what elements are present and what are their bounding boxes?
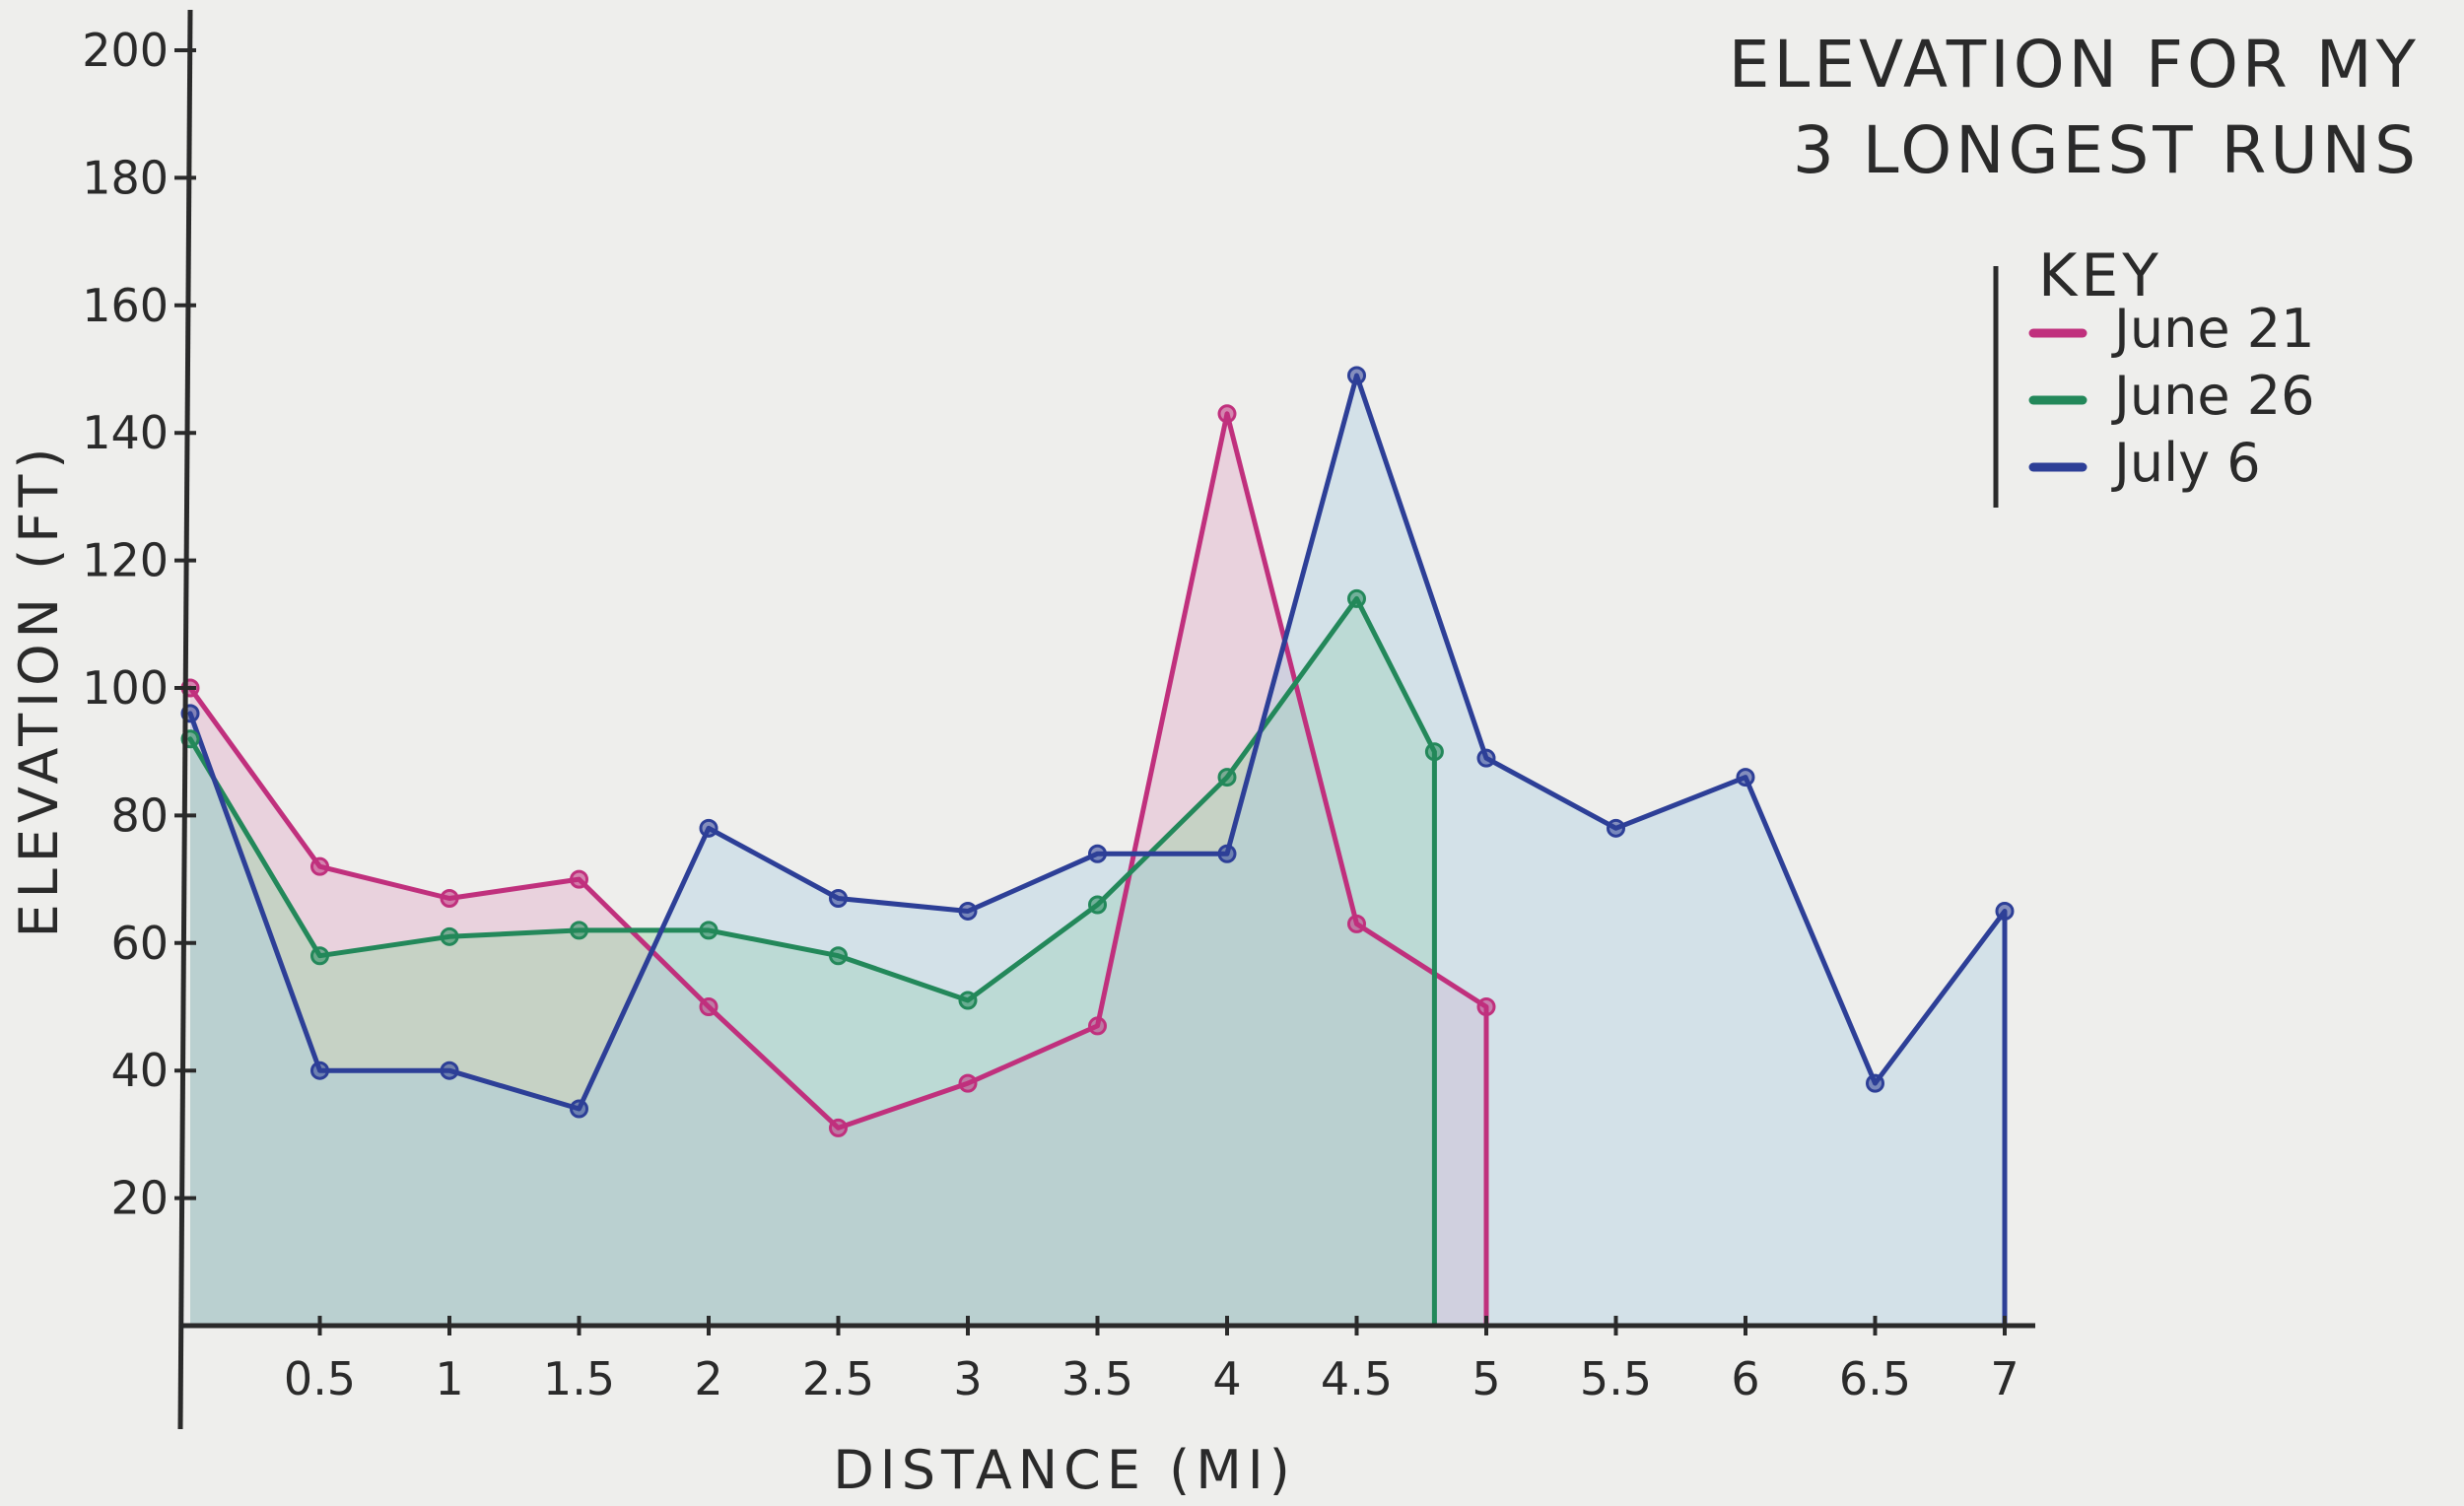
series-area-3 xyxy=(190,376,2005,1326)
data-point-2-5 xyxy=(699,921,719,940)
y-tick-label: 20 xyxy=(110,1172,169,1225)
data-point-1-8 xyxy=(1088,1016,1107,1036)
data-point-3-12 xyxy=(1607,818,1625,838)
series-line-1 xyxy=(187,411,1489,1329)
y-tick-label: 100 xyxy=(82,661,169,715)
legend-title: KEY xyxy=(2038,241,2162,310)
data-point-3-4 xyxy=(570,1099,588,1119)
data-point-3-9 xyxy=(1217,844,1237,863)
data-point-1-7 xyxy=(958,1073,978,1093)
y-tick-label: 140 xyxy=(82,406,169,459)
y-tick-label: 60 xyxy=(110,917,169,970)
data-point-1-5 xyxy=(699,997,719,1016)
data-point-3-8 xyxy=(1088,844,1107,863)
x-tick-label: 7 xyxy=(1990,1352,2019,1405)
data-point-2-9 xyxy=(1217,768,1237,787)
data-point-3-13 xyxy=(1736,768,1755,787)
data-point-2-4 xyxy=(570,921,588,940)
data-point-3-14 xyxy=(1866,1073,1884,1093)
y-tick-label: 40 xyxy=(110,1044,169,1097)
y-axis-line xyxy=(177,9,193,1430)
data-point-3-11 xyxy=(1476,748,1496,768)
x-tick-label: 0.5 xyxy=(284,1352,356,1405)
data-point-2-10 xyxy=(1347,588,1366,608)
x-tick-label: 2.5 xyxy=(802,1352,874,1405)
x-tick-label: 6.5 xyxy=(1839,1352,1911,1405)
data-point-2-7 xyxy=(958,991,978,1010)
x-tick-label: 1 xyxy=(435,1352,463,1405)
x-tick-label: 3 xyxy=(953,1352,982,1405)
x-tick-label: 1.5 xyxy=(543,1352,615,1405)
data-point-2-8 xyxy=(1088,895,1107,915)
data-point-2-2 xyxy=(310,946,329,966)
data-point-2-3 xyxy=(440,926,459,946)
chart-title-line-2: 3 LONGEST RUNS xyxy=(1793,112,2420,188)
legend-label-2: June 26 xyxy=(2111,365,2314,427)
data-point-3-2 xyxy=(310,1061,329,1080)
legend-label-3: July 6 xyxy=(2111,432,2261,494)
series-line-3 xyxy=(187,373,2008,1329)
series-lines xyxy=(187,373,2008,1329)
x-tick-label: 3.5 xyxy=(1061,1352,1133,1405)
y-tick-label: 160 xyxy=(82,279,169,332)
x-axis-title: DISTANCE (MI) xyxy=(833,1439,1296,1501)
data-point-3-10 xyxy=(1347,366,1366,385)
y-tick-label: 180 xyxy=(82,151,169,204)
data-point-1-9 xyxy=(1217,404,1237,424)
chart-title-line-1: ELEVATION FOR MY xyxy=(1729,27,2420,103)
x-tick-label: 4 xyxy=(1212,1352,1241,1405)
x-tick-label: 6 xyxy=(1731,1352,1759,1405)
y-tick-label: 80 xyxy=(110,788,169,842)
series-line-2 xyxy=(187,595,1437,1329)
data-point-3-15 xyxy=(1995,901,2015,921)
y-ticks: 20 40 60 80 100 120 140 160 180 200 xyxy=(82,24,196,1225)
x-tick-label: 5 xyxy=(1472,1352,1500,1405)
data-point-3-3 xyxy=(440,1061,459,1080)
data-point-1-6 xyxy=(829,1118,848,1137)
y-axis-title: ELEVATION (FT) xyxy=(8,443,70,938)
data-point-1-4 xyxy=(570,869,588,889)
series-area-2 xyxy=(190,598,1435,1326)
data-point-3-5 xyxy=(699,818,719,838)
y-tick-label: 200 xyxy=(82,24,169,77)
data-point-3-6 xyxy=(829,889,848,909)
data-point-3-7 xyxy=(958,901,978,921)
data-point-2-6 xyxy=(829,946,848,966)
data-point-1-2 xyxy=(310,856,329,876)
series-areas xyxy=(190,376,2005,1326)
x-ticks: 0.5 1 1.5 2 2.5 3 3.5 4 4.5 5 5.5 6 6.5 7 xyxy=(284,1316,2019,1405)
y-tick-label: 120 xyxy=(82,534,169,587)
data-point-2-11 xyxy=(1424,742,1444,762)
x-tick-label: 2 xyxy=(694,1352,722,1405)
series-area-1 xyxy=(190,413,1486,1326)
legend-label-1: June 21 xyxy=(2111,298,2314,360)
data-point-1-10 xyxy=(1347,914,1366,933)
x-tick-label: 5.5 xyxy=(1580,1352,1652,1405)
data-point-1-3 xyxy=(440,889,459,909)
x-tick-label: 4.5 xyxy=(1321,1352,1393,1405)
data-point-1-11 xyxy=(1476,997,1496,1016)
